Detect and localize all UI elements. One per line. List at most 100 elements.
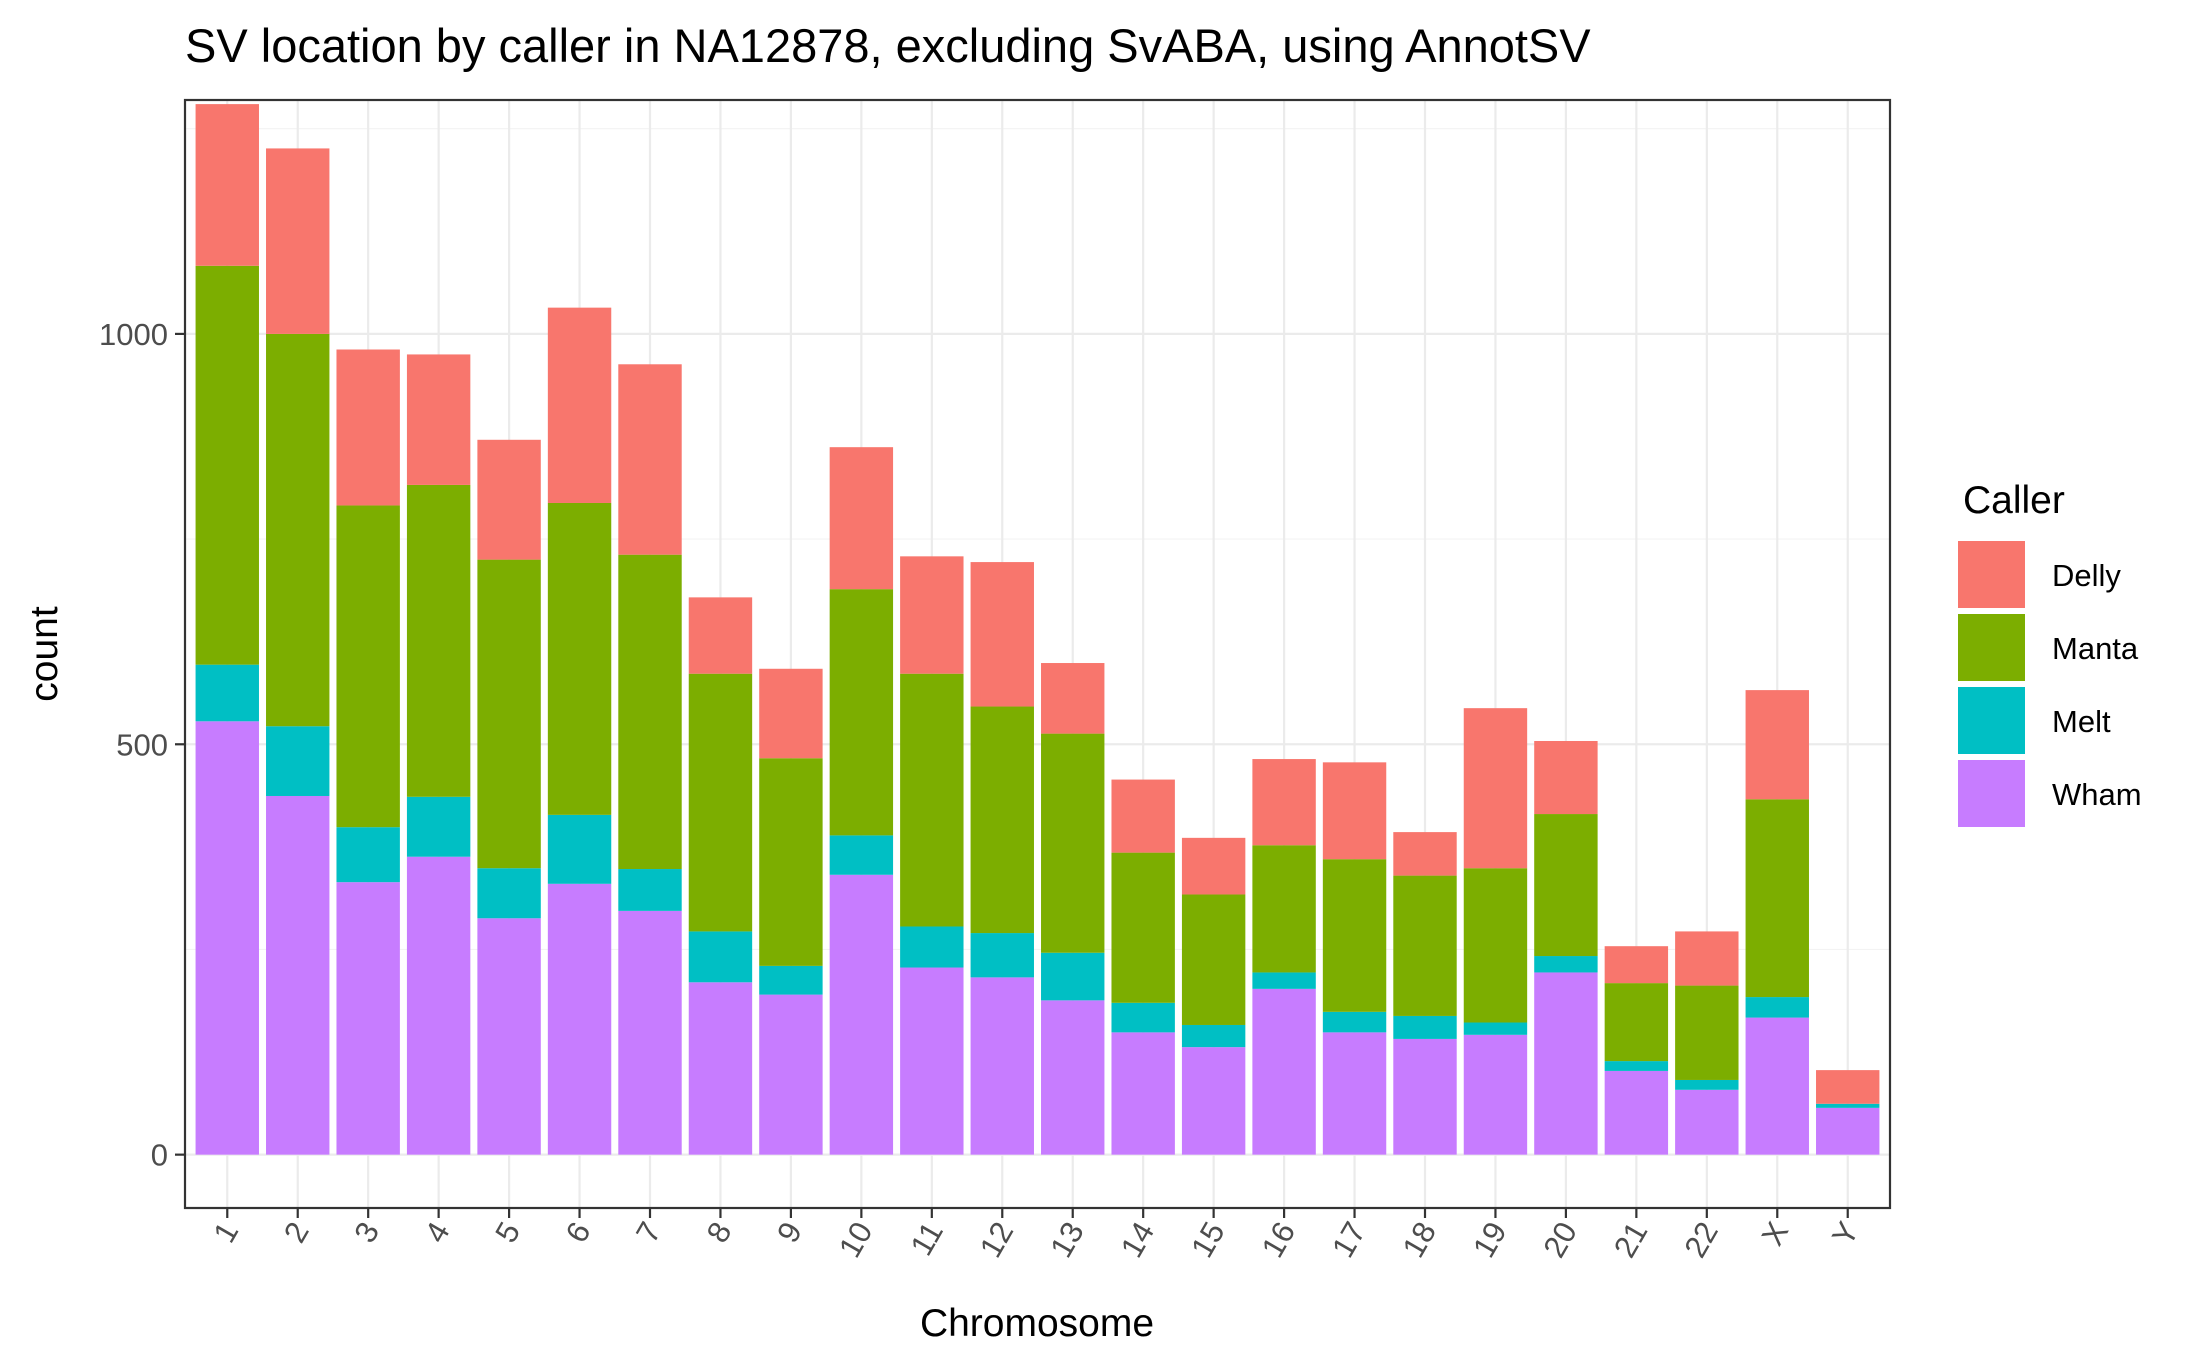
bar-wham-chr-13 [1041, 1000, 1105, 1155]
bar-manta-chr-3 [336, 505, 400, 828]
x-tick-label: 12 [973, 1216, 1021, 1263]
x-tick-label: 16 [1255, 1216, 1303, 1263]
bar-wham-chr-14 [1111, 1032, 1175, 1155]
legend-key-wham [1958, 760, 2025, 827]
bar-wham-chr-1 [195, 721, 259, 1155]
x-tick-label: 17 [1325, 1216, 1373, 1263]
y-tick-label: 500 [116, 727, 168, 762]
chart-title: SV location by caller in NA12878, exclud… [185, 19, 1591, 72]
bar-manta-chr-4 [406, 484, 471, 797]
bar-wham-chr-y [1816, 1107, 1880, 1155]
bar-wham-chr-10 [829, 874, 894, 1155]
bar-melt-chr-y [1816, 1103, 1880, 1108]
bar-wham-chr-17 [1322, 1032, 1387, 1155]
bar-manta-chr-13 [1041, 733, 1105, 953]
bar-delly-chr-11 [900, 556, 964, 674]
bar-delly-chr-18 [1393, 832, 1457, 876]
bar-delly-chr-x [1745, 690, 1809, 800]
bar-delly-chr-1 [195, 104, 259, 266]
bar-melt-chr-5 [477, 868, 541, 919]
x-tick-label: 1 [206, 1216, 245, 1248]
bar-delly-chr-10 [829, 447, 894, 590]
bar-melt-chr-12 [970, 933, 1034, 978]
legend-key-manta [1958, 614, 2025, 681]
bar-delly-chr-6 [547, 307, 612, 503]
bar-manta-chr-8 [688, 673, 753, 932]
bar-manta-chr-10 [829, 589, 894, 836]
legend-label-delly: Delly [2052, 558, 2121, 593]
legend-key-delly [1958, 541, 2025, 608]
y-tick-label: 1000 [99, 317, 168, 352]
bar-melt-chr-3 [336, 827, 400, 883]
bar-delly-chr-13 [1041, 663, 1105, 734]
bar-melt-chr-21 [1604, 1061, 1669, 1071]
legend-items: Delly Manta Melt Wham [1958, 541, 2142, 827]
bar-melt-chr-20 [1534, 956, 1598, 973]
bar-melt-chr-13 [1041, 952, 1105, 1001]
y-tick-label: 0 [151, 1138, 168, 1173]
bar-melt-chr-17 [1322, 1011, 1387, 1033]
bar-manta-chr-19 [1463, 868, 1528, 1023]
bar-melt-chr-6 [547, 814, 612, 884]
bar-manta-chr-11 [900, 673, 964, 927]
bar-wham-chr-22 [1675, 1089, 1739, 1155]
legend-key-melt [1958, 687, 2025, 754]
x-tick-label: 14 [1114, 1216, 1162, 1263]
bar-delly-chr-16 [1252, 759, 1316, 846]
bar-delly-chr-15 [1181, 837, 1246, 895]
bar-melt-chr-x [1745, 997, 1809, 1018]
bar-melt-chr-14 [1111, 1002, 1175, 1033]
bar-delly-chr-17 [1322, 762, 1387, 860]
bar-wham-chr-21 [1604, 1070, 1669, 1155]
bar-melt-chr-4 [406, 796, 471, 857]
x-tick-label: 18 [1396, 1216, 1444, 1263]
bar-melt-chr-22 [1675, 1079, 1739, 1090]
x-tick-label: 6 [559, 1216, 598, 1248]
bar-manta-chr-17 [1322, 859, 1387, 1012]
x-tick-label: 13 [1043, 1216, 1091, 1263]
x-tick-label: 7 [629, 1216, 668, 1248]
bar-delly-chr-4 [406, 354, 471, 485]
x-tick-label: Y [1825, 1216, 1866, 1251]
bar-melt-chr-8 [688, 931, 753, 983]
bar-delly-chr-3 [336, 349, 400, 506]
bar-delly-chr-21 [1604, 946, 1669, 984]
bar-melt-chr-7 [618, 869, 682, 911]
bar-delly-chr-12 [970, 562, 1034, 707]
bar-wham-chr-5 [477, 918, 541, 1155]
bar-melt-chr-2 [266, 726, 330, 796]
bar-melt-chr-11 [900, 926, 964, 968]
bar-wham-chr-3 [336, 882, 400, 1155]
x-tick-label: X [1755, 1216, 1796, 1252]
bar-manta-chr-12 [970, 706, 1034, 934]
x-tick-label: 21 [1607, 1216, 1655, 1263]
bar-manta-chr-1 [195, 265, 259, 665]
bar-wham-chr-16 [1252, 988, 1316, 1155]
bar-delly-chr-9 [759, 668, 823, 759]
x-tick-label: 20 [1536, 1216, 1584, 1263]
bar-manta-chr-x [1745, 799, 1809, 998]
bar-manta-chr-2 [266, 333, 330, 727]
bar-wham-chr-18 [1393, 1038, 1457, 1155]
x-tick-label: 4 [418, 1216, 457, 1248]
bar-wham-chr-12 [970, 977, 1034, 1155]
legend-label-melt: Melt [2052, 704, 2111, 739]
x-axis-title: Chromosome [920, 1302, 1154, 1345]
bar-wham-chr-7 [618, 910, 682, 1155]
bar-melt-chr-10 [829, 835, 894, 875]
bar-delly-chr-8 [688, 597, 753, 674]
x-tick-label: 2 [277, 1216, 316, 1248]
bar-wham-chr-4 [406, 856, 471, 1155]
bar-melt-chr-19 [1463, 1022, 1528, 1035]
bar-delly-chr-5 [477, 439, 541, 560]
bar-delly-chr-2 [266, 148, 330, 334]
x-tick-label: 8 [700, 1216, 739, 1248]
legend-title: Caller [1963, 479, 2065, 522]
bars-layer [195, 104, 1880, 1155]
bar-wham-chr-11 [900, 967, 964, 1155]
bar-delly-chr-7 [618, 364, 682, 555]
x-tick-label: 22 [1677, 1216, 1725, 1263]
x-tick-label: 11 [903, 1216, 949, 1261]
bar-delly-chr-22 [1675, 931, 1739, 986]
bar-wham-chr-x [1745, 1017, 1809, 1155]
